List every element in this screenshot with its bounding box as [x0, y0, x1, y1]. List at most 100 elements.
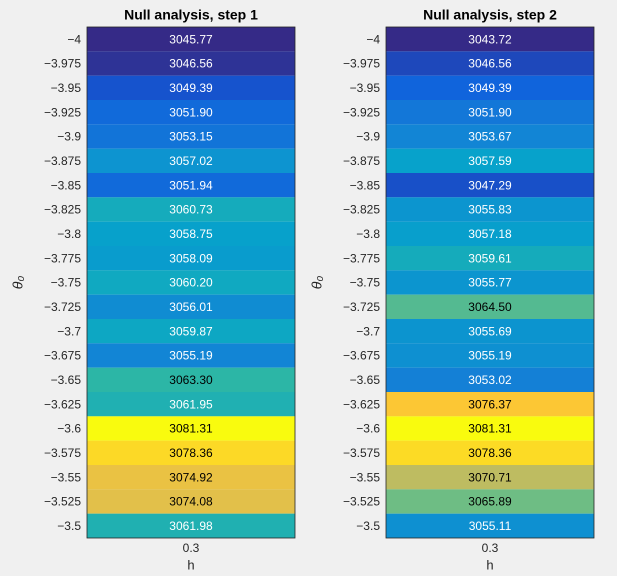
heatmap-cell	[386, 27, 594, 52]
heatmap-cell	[87, 27, 295, 52]
heatmap-cell	[87, 148, 295, 173]
heatmap-cell	[87, 51, 295, 76]
heatmap-cell	[87, 197, 295, 222]
cell-label: 3060.73	[169, 203, 213, 217]
heatmap-cell	[386, 489, 594, 514]
y-tick-label: −3.65	[350, 373, 381, 387]
cell-label: 3047.29	[468, 178, 512, 192]
y-tick-label: −3.525	[44, 495, 81, 509]
axes-frame	[86, 26, 296, 539]
heatmap-cell	[87, 416, 295, 441]
y-tick-label: −3.675	[44, 349, 81, 363]
y-tick-label: −3.8	[356, 227, 380, 241]
cell-label: 3061.98	[169, 519, 213, 533]
cell-label: 3078.36	[169, 446, 213, 460]
cell-label: 3046.56	[468, 57, 512, 71]
cell-label: 3049.39	[468, 81, 512, 95]
cell-label: 3055.83	[468, 203, 512, 217]
y-tick-label: −3.875	[343, 154, 380, 168]
y-tick-label: −3.975	[44, 57, 81, 71]
x-tick-label: 0.3	[183, 541, 200, 555]
heatmap-cell	[386, 367, 594, 392]
heatmap-cell	[386, 124, 594, 149]
cell-label: 3057.59	[468, 154, 512, 168]
y-tick-label: −3.675	[343, 349, 380, 363]
cell-label: 3059.61	[468, 251, 512, 265]
cell-label: 3078.36	[468, 446, 512, 460]
y-tick-label: −3.925	[44, 105, 81, 119]
heatmap-cell	[87, 270, 295, 295]
cell-label: 3074.08	[169, 495, 213, 509]
cell-label: 3053.67	[468, 130, 512, 144]
cell-label: 3055.69	[468, 324, 512, 338]
heatmap-cell	[87, 124, 295, 149]
heatmap-cell	[87, 367, 295, 392]
heatmap-cell	[87, 100, 295, 125]
y-tick-label: −3.6	[356, 422, 380, 436]
heatmap-cell	[87, 294, 295, 319]
cell-label: 3053.02	[468, 373, 512, 387]
heatmap-cell	[386, 440, 594, 465]
heatmap-cell	[87, 221, 295, 246]
y-tick-label: −3.65	[51, 373, 82, 387]
y-tick-label: −3.6	[57, 422, 81, 436]
heatmap-cell	[386, 392, 594, 417]
cell-label: 3081.31	[468, 422, 512, 436]
heatmap-cell	[87, 75, 295, 100]
cell-label: 3061.95	[169, 397, 213, 411]
cell-label: 3076.37	[468, 397, 512, 411]
y-tick-label: −3.775	[343, 251, 380, 265]
heatmap-cell	[386, 75, 594, 100]
y-axis-label: θ₀	[309, 276, 325, 290]
y-tick-label: −3.7	[356, 324, 380, 338]
heatmap-cell	[386, 221, 594, 246]
y-tick-label: −3.8	[57, 227, 81, 241]
heatmap-cell	[386, 51, 594, 76]
heatmap-cell	[386, 148, 594, 173]
heatmap-cell	[87, 440, 295, 465]
x-axis-label: h	[486, 557, 493, 572]
y-tick-label: −3.5	[57, 519, 81, 533]
heatmap-cell	[87, 392, 295, 417]
cell-label: 3055.19	[468, 349, 512, 363]
heatmap-cell	[386, 294, 594, 319]
cell-label: 3056.01	[169, 300, 213, 314]
y-tick-label: −3.525	[343, 495, 380, 509]
heatmap-cell	[386, 100, 594, 125]
heatmap-cell	[386, 173, 594, 198]
cell-label: 3081.31	[169, 422, 213, 436]
panel-title: Null analysis, step 1	[124, 7, 258, 23]
y-tick-label: −3.725	[343, 300, 380, 314]
y-axis-label: θ₀	[10, 276, 26, 290]
cell-label: 3046.56	[169, 57, 213, 71]
heatmap-cell	[87, 246, 295, 271]
cell-label: 3060.20	[169, 276, 213, 290]
y-tick-label: −3.975	[343, 57, 380, 71]
cell-label: 3045.77	[169, 32, 213, 46]
cell-label: 3053.15	[169, 130, 213, 144]
y-tick-label: −3.925	[343, 105, 380, 119]
y-tick-label: −3.7	[57, 324, 81, 338]
cell-label: 3058.75	[169, 227, 213, 241]
cell-label: 3065.89	[468, 495, 512, 509]
y-tick-label: −3.825	[44, 203, 81, 217]
y-tick-label: −3.95	[51, 81, 82, 95]
cell-label: 3064.50	[468, 300, 512, 314]
y-tick-label: −3.625	[44, 397, 81, 411]
heatmap-cell	[87, 489, 295, 514]
heatmap-cell	[386, 465, 594, 490]
cell-label: 3059.87	[169, 324, 213, 338]
cell-label: 3049.39	[169, 81, 213, 95]
y-tick-label: −4	[67, 32, 81, 46]
cell-label: 3057.02	[169, 154, 213, 168]
y-tick-label: −3.85	[350, 178, 381, 192]
y-tick-label: −3.55	[350, 470, 381, 484]
y-tick-label: −3.9	[356, 130, 380, 144]
y-tick-label: −3.75	[350, 276, 381, 290]
y-tick-label: −4	[366, 32, 380, 46]
heatmap-cell	[386, 246, 594, 271]
panel-title: Null analysis, step 2	[423, 7, 557, 23]
heatmap-cell	[87, 173, 295, 198]
cell-label: 3063.30	[169, 373, 213, 387]
heatmap-cell	[386, 270, 594, 295]
